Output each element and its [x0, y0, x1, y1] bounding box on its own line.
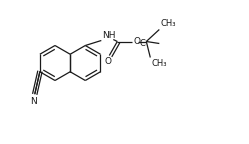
Text: O: O [133, 37, 140, 46]
Text: CH₃: CH₃ [151, 58, 167, 68]
Text: NH: NH [102, 31, 116, 39]
Text: CH₃: CH₃ [160, 19, 176, 29]
Text: O: O [105, 57, 112, 67]
Text: N: N [30, 97, 37, 106]
Text: C: C [139, 39, 145, 48]
